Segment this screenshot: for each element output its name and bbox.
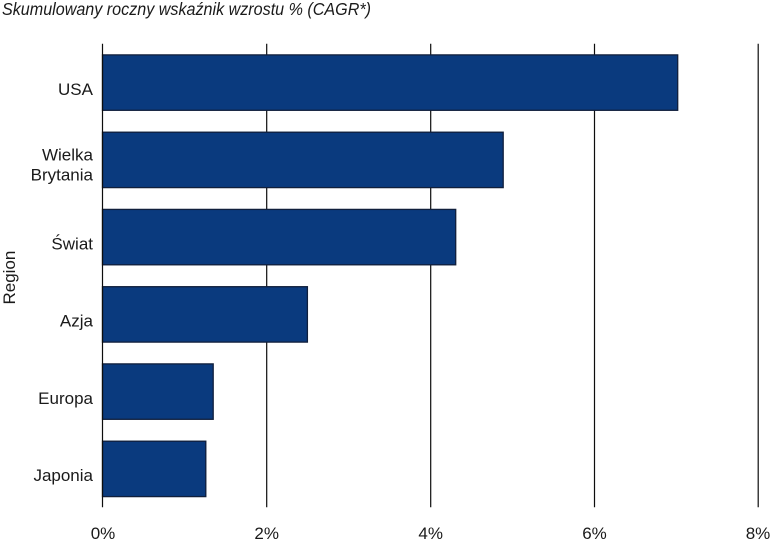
svg-text:0%: 0% xyxy=(91,524,116,543)
svg-text:4%: 4% xyxy=(418,524,443,543)
svg-text:8%: 8% xyxy=(746,524,770,543)
svg-text:Japonia: Japonia xyxy=(33,466,93,485)
svg-text:USA: USA xyxy=(58,80,94,99)
svg-text:Wielka: Wielka xyxy=(42,145,94,164)
svg-text:Brytania: Brytania xyxy=(31,165,94,184)
svg-text:2%: 2% xyxy=(254,524,279,543)
svg-text:Europa: Europa xyxy=(38,389,93,408)
svg-text:6%: 6% xyxy=(582,524,607,543)
svg-text:Świat: Świat xyxy=(51,234,93,253)
svg-text:Azja: Azja xyxy=(60,312,94,331)
svg-text:Region: Region xyxy=(0,251,19,305)
svg-text:Skumulowany roczny wskaźnik wz: Skumulowany roczny wskaźnik wzrostu % (C… xyxy=(2,0,371,19)
